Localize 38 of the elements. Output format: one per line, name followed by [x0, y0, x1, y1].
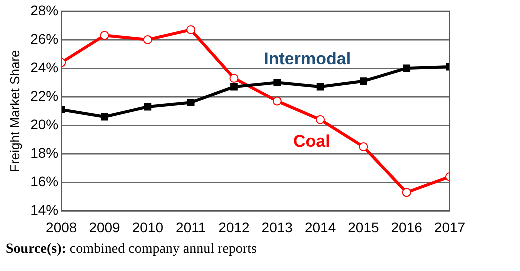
point	[274, 79, 282, 86]
point	[186, 25, 196, 34]
y-tick-label: 18%	[30, 144, 59, 161]
y-tick-label: 24%	[30, 59, 59, 76]
x-tick-label: 2015	[348, 219, 380, 236]
x-tick-label: 2010	[132, 219, 164, 236]
y-tick-label: 26%	[30, 30, 59, 47]
x-tick-label: 2012	[218, 219, 250, 236]
x-tick-label: 2017	[434, 219, 466, 236]
point	[100, 31, 110, 40]
point	[144, 103, 152, 111]
y-tick-label: 16%	[30, 174, 59, 190]
point	[230, 74, 239, 83]
y-axis-title: Freight Market Share	[7, 50, 22, 172]
point	[143, 35, 152, 44]
point	[187, 99, 195, 106]
y-tick-label: 14%	[30, 202, 59, 218]
point	[316, 83, 324, 91]
x-tick-label: 2011	[176, 219, 206, 236]
y-tick-label: 20%	[30, 116, 59, 132]
x-tick-label: 2008	[46, 219, 78, 236]
x-tick-label: 2009	[89, 219, 121, 236]
point	[359, 142, 368, 152]
point	[272, 96, 282, 106]
x-tick-label: 2014	[304, 219, 336, 236]
x-tick-label: 2016	[391, 219, 423, 236]
point	[230, 83, 238, 91]
y-tick-label: 22%	[30, 88, 59, 104]
point	[360, 78, 368, 86]
x-tick-label: 2013	[262, 219, 294, 236]
point	[403, 64, 411, 72]
point	[402, 188, 412, 198]
series-label: Intermodal	[264, 49, 352, 68]
point	[316, 115, 326, 124]
source-note: Source(s): combined company annul reports	[6, 242, 257, 257]
series-label: Coal	[293, 132, 330, 151]
y-tick-label: 28%	[30, 2, 59, 18]
point	[101, 113, 108, 121]
